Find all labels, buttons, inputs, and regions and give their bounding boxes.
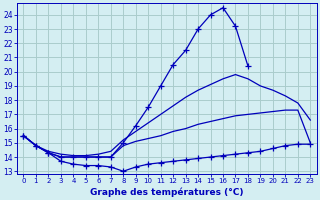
- X-axis label: Graphe des températures (°C): Graphe des températures (°C): [90, 187, 244, 197]
